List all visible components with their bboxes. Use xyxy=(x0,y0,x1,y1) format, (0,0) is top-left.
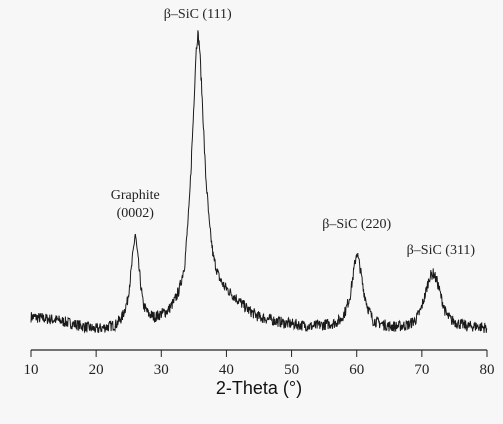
x-tick-label: 50 xyxy=(284,362,299,378)
annotation-graphite-0002: (0002) xyxy=(117,206,155,221)
x-axis-title: 2-Theta (°) xyxy=(216,378,302,398)
annotation-sic-311: β–SiC (311) xyxy=(407,243,476,258)
x-tick-label: 20 xyxy=(89,362,104,378)
annotation-graphite: Graphite xyxy=(111,188,160,203)
x-tick-label: 40 xyxy=(219,362,234,378)
x-axis-ticks xyxy=(30,350,488,357)
x-tick-label: 60 xyxy=(349,362,364,378)
x-tick-label: 10 xyxy=(24,362,39,378)
annotation-sic-220: β–SiC (220) xyxy=(322,217,391,232)
x-tick-label: 80 xyxy=(480,362,495,378)
x-tick-label: 30 xyxy=(154,362,169,378)
peak-annotations: β–SiC (111) Graphite (0002) β–SiC (220) β–Si… xyxy=(111,7,476,258)
x-axis-tick-labels: 10 20 30 40 50 60 70 80 xyxy=(24,362,495,378)
xrd-trace-line xyxy=(30,30,488,334)
annotation-sic-111: β–SiC (111) xyxy=(164,7,232,22)
x-tick-label: 70 xyxy=(414,362,429,378)
